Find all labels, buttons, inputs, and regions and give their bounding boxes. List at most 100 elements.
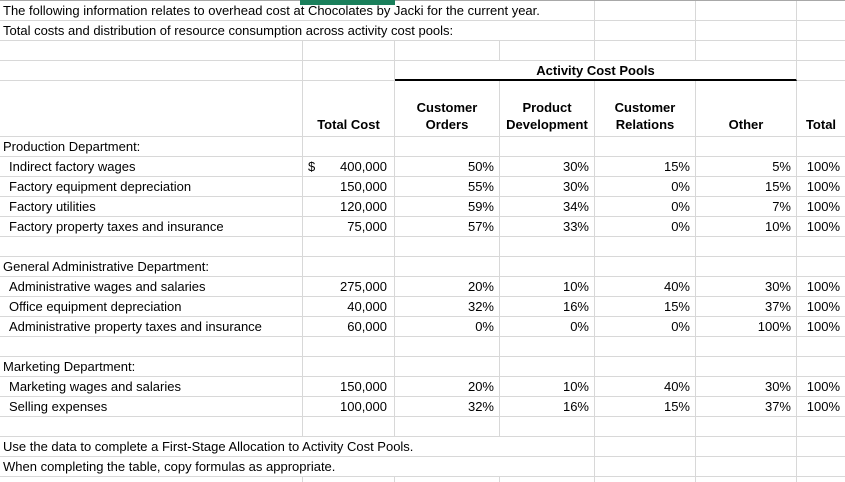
pct-product-development-cell[interactable]: 34% (500, 197, 595, 217)
pct-total-cell[interactable]: 100% (797, 197, 845, 217)
empty-cell[interactable] (797, 61, 845, 81)
empty-cell[interactable] (595, 1, 696, 21)
section-title-cell[interactable]: General Administrative Department: (0, 257, 303, 277)
pct-customer-relations-cell[interactable]: 0% (595, 317, 696, 337)
pct-product-development-cell[interactable]: 0% (500, 317, 595, 337)
pct-total-cell[interactable]: 100% (797, 377, 845, 397)
empty-cell[interactable] (696, 417, 797, 437)
pct-other-cell[interactable]: 30% (696, 277, 797, 297)
empty-cell[interactable] (797, 357, 845, 377)
pct-product-development-cell[interactable]: 16% (500, 297, 595, 317)
pct-customer-orders-cell[interactable]: 32% (395, 297, 500, 317)
pct-product-development-cell[interactable]: 16% (500, 397, 595, 417)
empty-cell[interactable] (303, 477, 395, 482)
empty-cell[interactable] (696, 137, 797, 157)
empty-cell[interactable] (303, 237, 395, 257)
empty-cell[interactable] (595, 337, 696, 357)
pct-customer-orders-cell[interactable]: 20% (395, 377, 500, 397)
section-title-cell[interactable]: Production Department: (0, 137, 303, 157)
empty-cell[interactable] (595, 437, 696, 457)
empty-cell[interactable] (303, 61, 395, 81)
empty-cell[interactable] (595, 477, 696, 482)
pct-other-cell[interactable]: 15% (696, 177, 797, 197)
empty-cell[interactable] (696, 357, 797, 377)
pct-customer-relations-cell[interactable]: 15% (595, 157, 696, 177)
total-cost-cell[interactable]: 120,000 (303, 197, 395, 217)
empty-cell[interactable] (696, 337, 797, 357)
empty-cell[interactable] (303, 257, 395, 277)
empty-cell[interactable] (696, 477, 797, 482)
intro-line-1-cell[interactable]: The following information relates to ove… (0, 1, 595, 21)
pct-customer-orders-cell[interactable]: 0% (395, 317, 500, 337)
pct-other-cell[interactable]: 30% (696, 377, 797, 397)
row-label-cell[interactable]: Factory equipment depreciation (0, 177, 303, 197)
pct-customer-relations-cell[interactable]: 15% (595, 297, 696, 317)
empty-cell[interactable] (696, 457, 797, 477)
empty-cell[interactable] (0, 61, 303, 81)
pct-customer-relations-cell[interactable]: 15% (595, 397, 696, 417)
pct-customer-relations-cell[interactable]: 0% (595, 197, 696, 217)
pct-customer-orders-cell[interactable]: 55% (395, 177, 500, 197)
total-cost-cell[interactable]: 60,000 (303, 317, 395, 337)
row-label-cell[interactable]: Factory utilities (0, 197, 303, 217)
header-total-cost-cell[interactable]: Total Cost (303, 81, 395, 137)
pct-customer-orders-cell[interactable]: 20% (395, 277, 500, 297)
empty-cell[interactable] (395, 237, 500, 257)
pct-customer-orders-cell[interactable]: 50% (395, 157, 500, 177)
empty-cell[interactable] (303, 337, 395, 357)
empty-cell[interactable] (696, 1, 797, 21)
empty-cell[interactable] (395, 257, 500, 277)
total-cost-cell[interactable]: 40,000 (303, 297, 395, 317)
section-title-cell[interactable]: Marketing Department: (0, 357, 303, 377)
empty-cell[interactable] (595, 137, 696, 157)
row-label-cell[interactable]: Administrative wages and salaries (0, 277, 303, 297)
empty-cell[interactable] (0, 237, 303, 257)
empty-cell[interactable] (395, 137, 500, 157)
empty-cell[interactable] (500, 477, 595, 482)
pct-total-cell[interactable]: 100% (797, 277, 845, 297)
empty-cell[interactable] (500, 41, 595, 61)
empty-cell[interactable] (696, 257, 797, 277)
empty-cell[interactable] (0, 417, 303, 437)
pct-customer-relations-cell[interactable]: 0% (595, 217, 696, 237)
header-customer-orders-cell[interactable]: Customer Orders (395, 81, 500, 137)
pct-customer-orders-cell[interactable]: 32% (395, 397, 500, 417)
empty-cell[interactable] (696, 437, 797, 457)
row-label-cell[interactable]: Office equipment depreciation (0, 297, 303, 317)
empty-cell[interactable] (0, 81, 303, 137)
total-cost-cell[interactable]: 75,000 (303, 217, 395, 237)
empty-cell[interactable] (303, 41, 395, 61)
pct-other-cell[interactable]: 5% (696, 157, 797, 177)
empty-cell[interactable] (395, 41, 500, 61)
pct-product-development-cell[interactable]: 30% (500, 177, 595, 197)
pct-product-development-cell[interactable]: 10% (500, 377, 595, 397)
pct-total-cell[interactable]: 100% (797, 157, 845, 177)
header-total-cell[interactable]: Total (797, 81, 845, 137)
row-label-cell[interactable]: Indirect factory wages (0, 157, 303, 177)
row-label-cell[interactable]: Factory property taxes and insurance (0, 217, 303, 237)
header-product-development-cell[interactable]: Product Development (500, 81, 595, 137)
empty-cell[interactable] (595, 357, 696, 377)
empty-cell[interactable] (395, 477, 500, 482)
row-label-cell[interactable]: Administrative property taxes and insura… (0, 317, 303, 337)
pct-customer-orders-cell[interactable]: 57% (395, 217, 500, 237)
empty-cell[interactable] (797, 477, 845, 482)
empty-cell[interactable] (500, 257, 595, 277)
empty-cell[interactable] (303, 357, 395, 377)
pct-other-cell[interactable]: 100% (696, 317, 797, 337)
empty-cell[interactable] (797, 337, 845, 357)
empty-cell[interactable] (797, 257, 845, 277)
footer-line-1-cell[interactable]: Use the data to complete a First-Stage A… (0, 437, 595, 457)
empty-cell[interactable] (595, 417, 696, 437)
pct-customer-orders-cell[interactable]: 59% (395, 197, 500, 217)
empty-cell[interactable] (797, 457, 845, 477)
empty-cell[interactable] (696, 237, 797, 257)
pct-product-development-cell[interactable]: 10% (500, 277, 595, 297)
empty-cell[interactable] (797, 41, 845, 61)
total-cost-cell[interactable]: 150,000 (303, 377, 395, 397)
empty-cell[interactable] (395, 337, 500, 357)
pct-other-cell[interactable]: 10% (696, 217, 797, 237)
pct-total-cell[interactable]: 100% (797, 317, 845, 337)
empty-cell[interactable] (303, 137, 395, 157)
empty-cell[interactable] (595, 237, 696, 257)
